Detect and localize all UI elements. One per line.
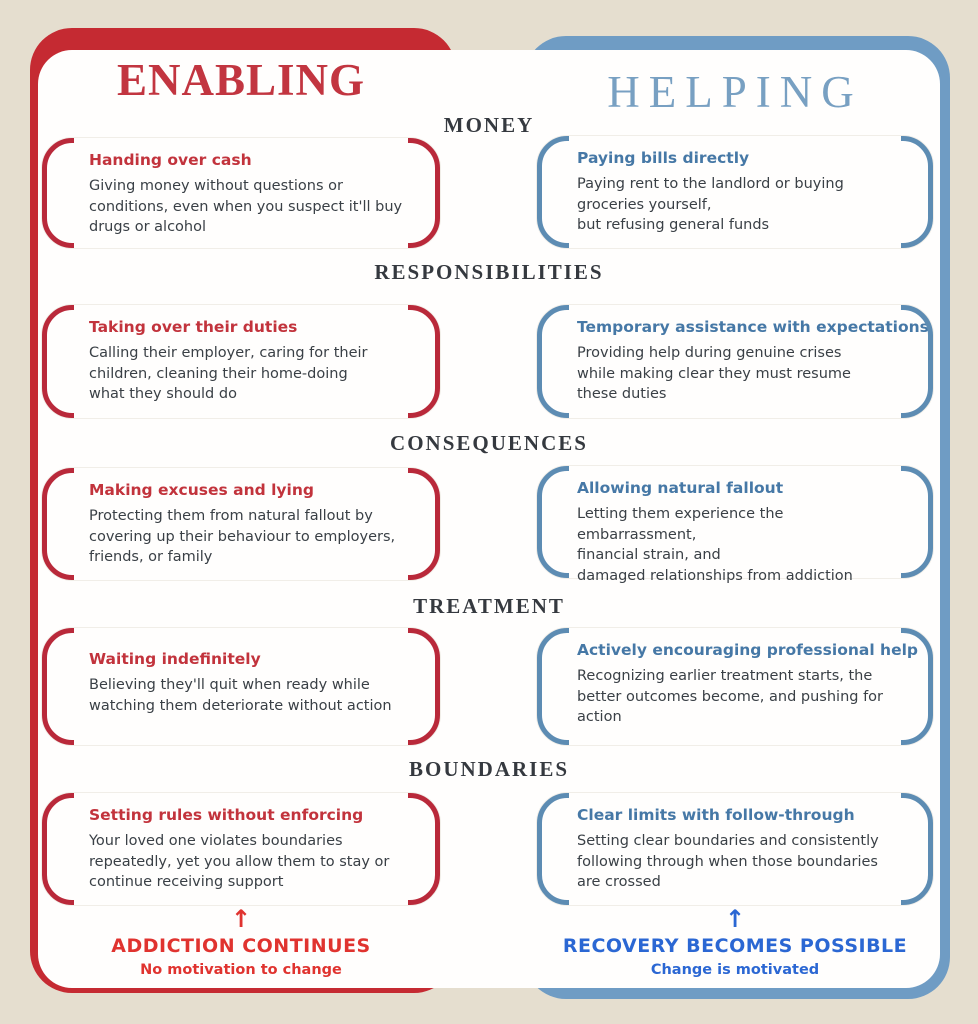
enabling-outcome-title: ADDICTION CONTINUES xyxy=(111,935,371,957)
helping-card-money: Paying bills directly Paying rent to the… xyxy=(537,136,933,248)
card-title: Actively encouraging professional help xyxy=(577,641,919,659)
helping-card-boundaries: Clear limits with follow-through Setting… xyxy=(537,793,933,905)
helping-column-title: HELPING xyxy=(607,67,863,117)
card-title: Waiting indefinitely xyxy=(89,650,261,668)
card-body: Paying rent to the landlord or buying gr… xyxy=(577,176,844,234)
helping-card-consequences: Allowing natural fallout Letting them ex… xyxy=(537,466,933,584)
card-body: Providing help during genuine crises whi… xyxy=(577,345,851,403)
card-body: Believing they'll quit when ready while … xyxy=(89,677,392,714)
section-header-money: MONEY xyxy=(443,113,535,137)
card-title: Taking over their duties xyxy=(89,318,298,336)
enabling-card-responsibilities: Taking over their duties Calling their e… xyxy=(42,305,440,418)
card-title: Temporary assistance with expectations xyxy=(577,318,929,336)
card-body: Giving money without questions or condit… xyxy=(89,178,403,236)
card-body: Your loved one violates boundaries repea… xyxy=(89,833,390,891)
section-header-consequences: CONSEQUENCES xyxy=(390,431,588,455)
enabling-card-consequences: Making excuses and lying Protecting them… xyxy=(42,468,440,580)
helping-card-responsibilities: Temporary assistance with expectations P… xyxy=(537,305,933,418)
card-title: Allowing natural fallout xyxy=(577,479,784,497)
card-title: Setting rules without enforcing xyxy=(89,806,364,824)
card-body: Recognizing earlier treatment starts, th… xyxy=(577,668,884,726)
helping-outcome: ↑ RECOVERY BECOMES POSSIBLE Change is mo… xyxy=(537,906,933,980)
up-arrow-icon: ↑ xyxy=(230,905,252,933)
card-body: Letting them experience the embarrassmen… xyxy=(577,506,853,584)
enabling-card-treatment: Waiting indefinitely Believing they'll q… xyxy=(42,628,440,745)
card-body: Setting clear boundaries and consistentl… xyxy=(577,833,879,891)
card-title: Making excuses and lying xyxy=(89,481,314,499)
enabling-column-title: ENABLING xyxy=(116,55,366,105)
section-header-boundaries: BOUNDARIES xyxy=(408,757,570,781)
enabling-outcome-subtitle: No motivation to change xyxy=(140,962,342,978)
card-title: Handing over cash xyxy=(89,151,252,169)
section-header-responsibilities: RESPONSIBILITIES xyxy=(374,260,604,284)
content-card: ENABLING HELPING MONEY Handing over cash… xyxy=(38,50,940,988)
helping-card-treatment: Actively encouraging professional help R… xyxy=(537,628,933,745)
enabling-card-boundaries: Setting rules without enforcing Your lov… xyxy=(42,793,440,905)
card-body: Protecting them from natural fallout by … xyxy=(89,508,396,566)
up-arrow-icon: ↑ xyxy=(724,905,746,933)
enabling-outcome: ↑ ADDICTION CONTINUES No motivation to c… xyxy=(42,906,440,980)
enabling-card-money: Handing over cash Giving money without q… xyxy=(42,138,440,248)
card-title: Clear limits with follow-through xyxy=(577,806,855,824)
card-body: Calling their employer, caring for their… xyxy=(89,345,368,403)
helping-outcome-subtitle: Change is motivated xyxy=(650,962,820,978)
helping-outcome-title: RECOVERY BECOMES POSSIBLE xyxy=(562,935,908,957)
card-title: Paying bills directly xyxy=(577,149,750,167)
section-header-treatment: TREATMENT xyxy=(413,594,565,618)
